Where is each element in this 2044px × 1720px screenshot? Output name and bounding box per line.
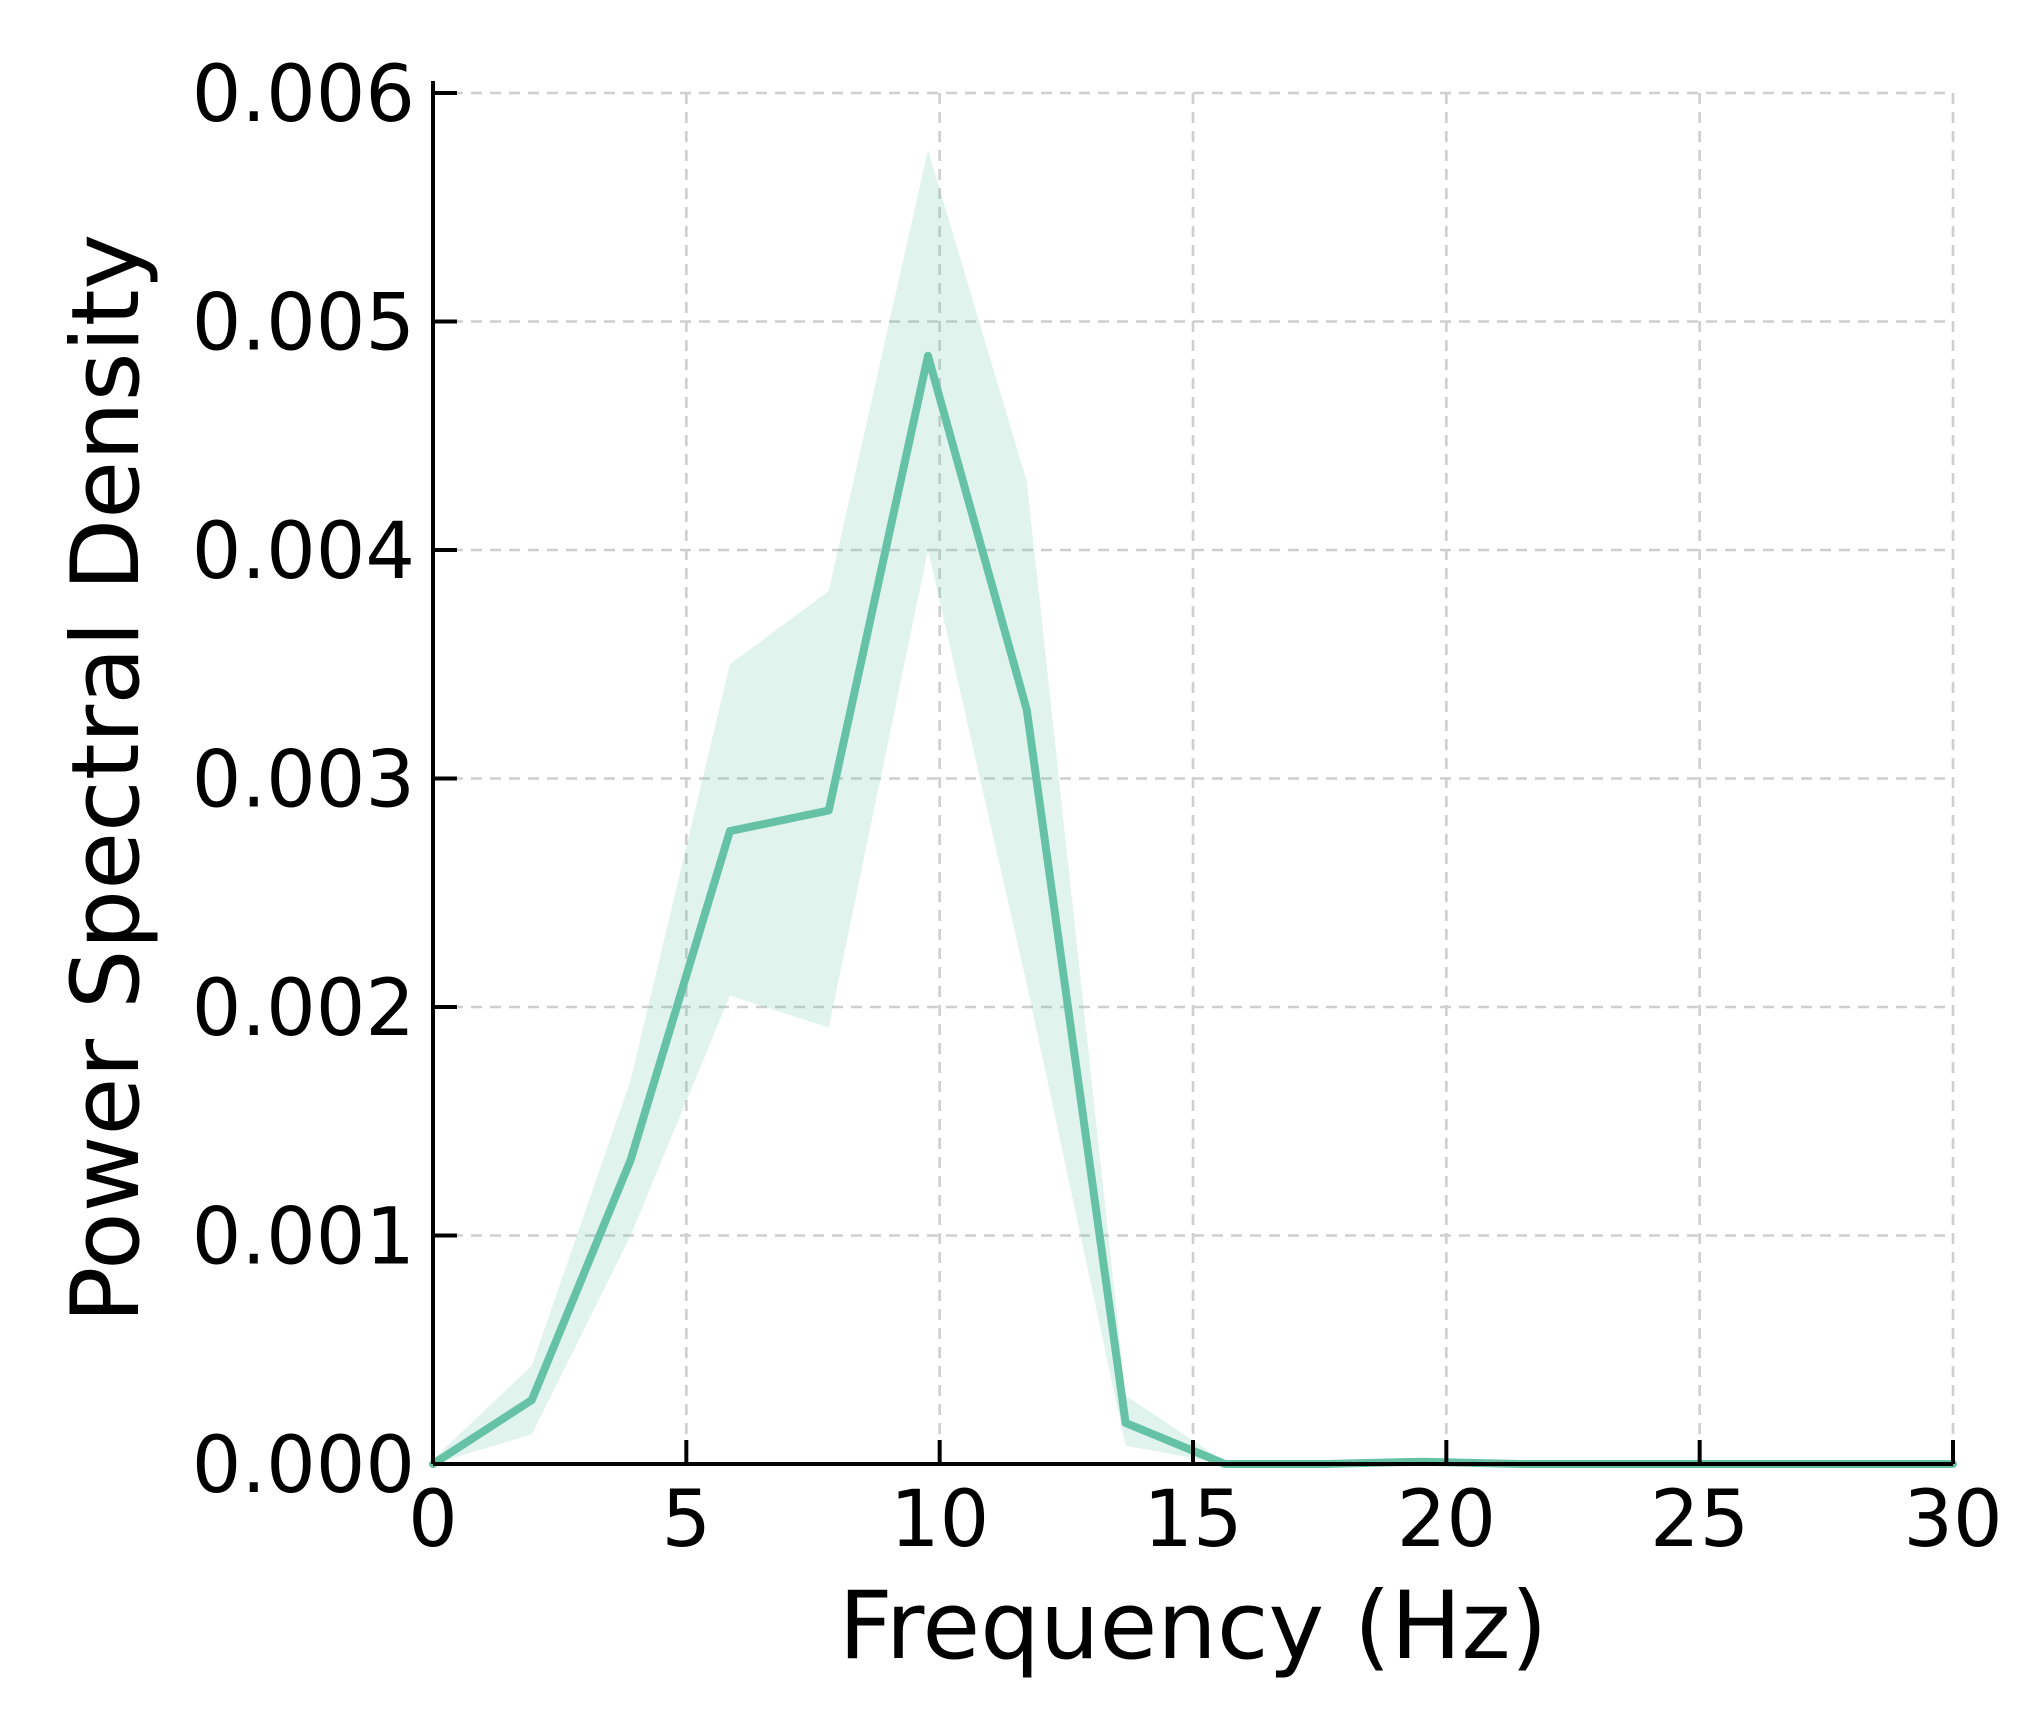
x-tick-label-3: 15: [1143, 1475, 1242, 1565]
y-tick-label-4: 0.004: [192, 507, 415, 597]
y-axis-title: Power Spectral Density: [52, 234, 161, 1323]
x-ticks: 0 5 10 15 20 25 30: [408, 1440, 2003, 1565]
y-ticks: 0.000 0.001 0.002 0.003 0.004 0.005 0.006: [192, 50, 457, 1511]
x-tick-label-2: 10: [890, 1475, 989, 1565]
y-tick-label-1: 0.001: [192, 1193, 415, 1283]
y-tick-label-2: 0.002: [192, 964, 415, 1054]
x-tick-label-6: 30: [1903, 1475, 2002, 1565]
y-tick-label-5: 0.005: [192, 279, 415, 369]
y-tick-label-6: 0.006: [192, 50, 415, 140]
x-tick-label-5: 25: [1650, 1475, 1749, 1565]
confidence-band-layer: [433, 150, 1953, 1465]
grid: [431, 91, 1955, 1466]
y-tick-label-3: 0.003: [192, 736, 415, 826]
x-tick-label-1: 5: [662, 1475, 712, 1565]
x-tick-label-4: 20: [1397, 1475, 1496, 1565]
confidence-band-0: [433, 150, 1953, 1465]
x-axis-title: Frequency (Hz): [839, 1572, 1548, 1681]
y-tick-label-0: 0.000: [192, 1421, 415, 1511]
x-tick-label-0: 0: [408, 1475, 458, 1565]
